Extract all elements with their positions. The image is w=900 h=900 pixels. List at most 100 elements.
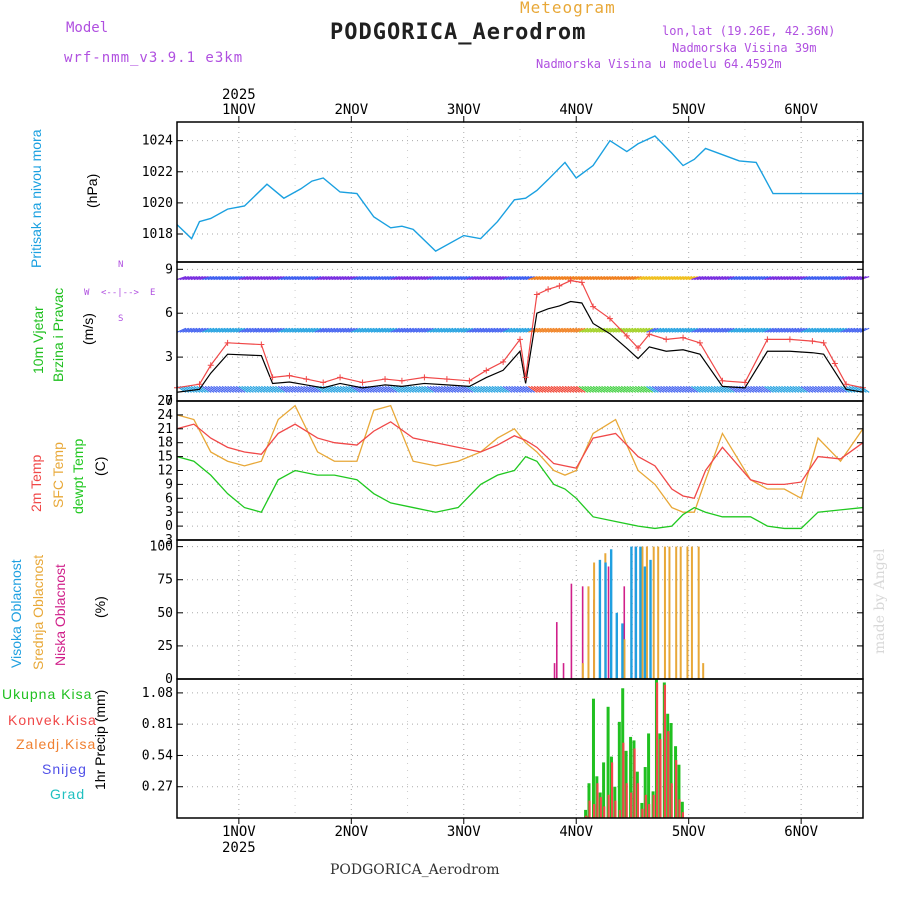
wind-barb [618, 327, 628, 333]
wind-barb [390, 327, 400, 333]
wind-barb [671, 276, 681, 281]
wind-barb [308, 327, 319, 333]
wind-barb [351, 327, 361, 333]
wind-barb [781, 276, 791, 281]
wind-barb [269, 276, 279, 281]
wind-barb [713, 276, 724, 281]
wind-barb [550, 327, 561, 333]
model-name: wrf-nmm_v3.9.1 e3km [64, 50, 244, 66]
wind-barb [761, 385, 772, 393]
wind-gust-marker [398, 377, 405, 384]
precip-conv-bar [622, 742, 625, 818]
wind-barb [564, 276, 575, 281]
wind-barb [727, 276, 738, 281]
wind-barb [612, 276, 622, 281]
wind-barb [227, 385, 237, 393]
wind-barb [514, 327, 524, 333]
wind-barb [663, 276, 673, 281]
wind-barb [584, 327, 594, 333]
wind-gust-line [176, 280, 864, 389]
wind-barb [525, 385, 535, 393]
wind-barb [393, 327, 403, 333]
wind-barb [772, 327, 783, 333]
wind-barb [561, 276, 572, 281]
wind-barb [207, 327, 218, 333]
wind-barb [187, 385, 198, 393]
wind-barb [230, 385, 240, 393]
wind-barb [786, 385, 797, 393]
wind-barb [241, 276, 251, 281]
wind-barb [395, 385, 406, 393]
wind-barb [376, 327, 386, 333]
wind-barb [533, 276, 544, 281]
wind-barb [722, 276, 732, 281]
temp-dewpt-label: dewpt Temp [70, 438, 86, 514]
wind-barb [682, 276, 693, 281]
wind-barb [604, 276, 614, 281]
y-tick-label: 15 [157, 450, 173, 465]
mid-cloud-bar [690, 546, 693, 679]
wind-barb [539, 276, 549, 281]
y-tick-label: 1022 [142, 165, 173, 180]
wind-barb [843, 327, 853, 333]
wind-barb [398, 385, 409, 393]
high-cloud-bar [621, 623, 624, 679]
wind-barb [460, 385, 471, 393]
precip-conv-bar [630, 792, 633, 818]
wind-barb [452, 327, 462, 333]
wind-barb [463, 276, 473, 281]
wind-barb [859, 327, 870, 333]
wind-barb [576, 276, 586, 281]
wind-barb [517, 276, 527, 281]
wind-barb [564, 327, 575, 333]
wind-barb [275, 385, 285, 393]
wind-barb [581, 385, 592, 393]
wind-barb [826, 276, 836, 281]
wind-barb [235, 327, 246, 333]
wind-barb [547, 385, 558, 393]
wind-barb [750, 385, 760, 393]
wind-barb [840, 276, 850, 281]
wind-barb [632, 327, 642, 333]
wind-barb [772, 385, 783, 393]
precip-conv-bar [599, 797, 602, 818]
wind-barb [266, 276, 277, 281]
wind-barb [502, 327, 513, 333]
wind-barb [438, 327, 448, 333]
wind-barb [387, 327, 398, 333]
wind-barb [803, 276, 814, 281]
wind-barb [176, 276, 187, 281]
wind-barb [584, 276, 594, 281]
wind-barb [252, 385, 263, 393]
wind-barb [216, 276, 226, 281]
wind-barb [649, 327, 659, 333]
wind-barb [457, 385, 468, 393]
wind-barb [218, 276, 229, 281]
wind-barb [682, 327, 693, 333]
wind-barb [525, 276, 535, 281]
wind-gust-marker [286, 372, 293, 379]
wind-gust-marker [809, 338, 816, 345]
wind-barb [592, 385, 603, 393]
compass-cross: <--|--> [101, 288, 139, 298]
wind-barb [351, 276, 361, 281]
wind-barb [640, 385, 651, 393]
precip-total-bar [677, 764, 681, 818]
wind-barb [803, 327, 814, 333]
wind-barb [680, 327, 690, 333]
wind-gust-marker [567, 277, 574, 284]
wind-barb [699, 327, 710, 333]
wind-barb [795, 385, 805, 393]
wind-barb [289, 327, 299, 333]
wind-barb [356, 276, 367, 281]
bottom-day-label: 6NOV [784, 824, 818, 840]
mid-cloud-bar [623, 639, 626, 679]
precip-conv-bar [610, 762, 614, 818]
mid-cloud-bar [652, 546, 655, 679]
wind-barb [829, 276, 839, 281]
wind-barb [435, 385, 445, 393]
wind-barb [404, 276, 414, 281]
wind-barb [626, 327, 637, 333]
wind-barb [722, 385, 732, 393]
wind-barb [429, 327, 440, 333]
